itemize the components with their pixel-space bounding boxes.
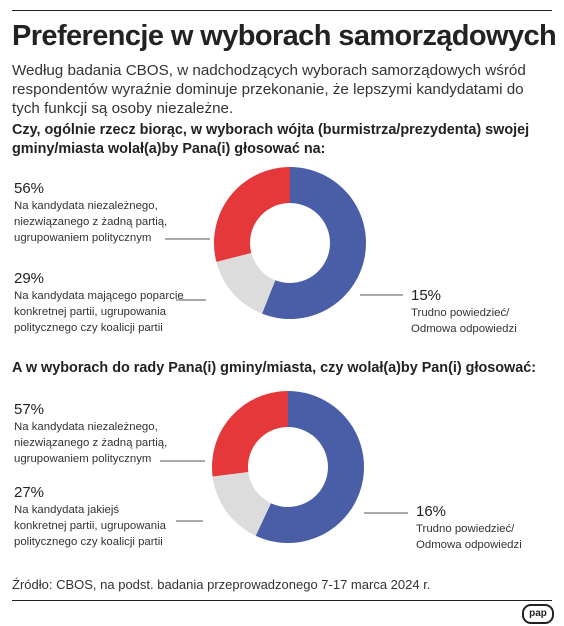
chart-2-slice-independent-pct: 57% <box>14 401 45 418</box>
chart-1-slice-party-label: Na kandydata mającego poparcie konkretne… <box>14 290 184 334</box>
chart-2-slice-unsure-label: Trudno powiedzieć/ Odmowa odpowiedzi <box>416 523 522 551</box>
chart-1-slice-party-pct: 29% <box>14 270 45 287</box>
chart-1-slice-party <box>214 167 290 262</box>
pap-logo: pap <box>522 604 554 624</box>
chart-1-slice-unsure-label: Trudno powiedzieć/ Odmowa odpowiedzi <box>411 307 517 335</box>
chart-2-slice-unsure-pct: 16% <box>416 503 447 520</box>
chart-2-slice-unsure <box>212 472 271 536</box>
top-rule <box>12 10 552 11</box>
intro-text: Według badania CBOS, w nadchodzących wyb… <box>12 62 526 117</box>
source-note: Źródło: CBOS, na podst. badania przeprow… <box>12 577 431 592</box>
chart-2-slice-independent <box>255 391 364 543</box>
chart-1-slice-unsure-pct: 15% <box>411 287 442 304</box>
page-title: Preferencje w wyborach samorządowych <box>12 20 557 52</box>
chart-1-slice-independent <box>262 167 366 319</box>
chart-2-slice-independent-label: Na kandydata niezależnego, niezwiązanego… <box>14 421 168 465</box>
chart-1-slice-independent-label: Na kandydata niezależnego, niezwiązanego… <box>14 200 168 244</box>
chart-1-slice-unsure <box>216 252 276 314</box>
chart-2-question: A w wyborach do rady Pana(i) gminy/miast… <box>12 360 537 376</box>
chart-2-slice-party-label: Na kandydata jakiejś konkretnej partii, … <box>14 504 166 548</box>
bottom-rule <box>12 600 552 601</box>
chart-1-question: Czy, ogólnie rzecz biorąc, w wyborach wó… <box>12 122 530 157</box>
chart-2-slice-party <box>212 391 288 477</box>
chart-2-slice-party-pct: 27% <box>14 484 45 501</box>
chart-1-slice-independent-pct: 56% <box>14 180 45 197</box>
